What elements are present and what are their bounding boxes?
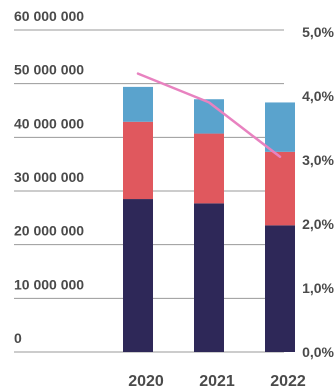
y2-tick-label-4: 4,0%: [302, 88, 334, 104]
right-axis-labels: 0,0% 1,0% 2,0% 3,0% 4,0% 5,0%: [302, 24, 334, 360]
bar-2021-segment-1: [194, 203, 224, 352]
y2-tick-label-1: 1,0%: [302, 280, 334, 296]
left-axis-labels: 0 10 000 000 20 000 000 30 000 000 40 000 00…: [14, 8, 84, 346]
bar-2021-segment-2: [194, 133, 224, 204]
y2-tick-label-5: 5,0%: [302, 24, 334, 40]
y-tick-label-4: 40 000 000: [14, 115, 84, 131]
bar-2021-segment-3: [194, 99, 224, 134]
y-tick-label-3: 30 000 000: [14, 169, 84, 185]
bar-2022-segment-3: [265, 102, 295, 152]
y-tick-label-6: 60 000 000: [14, 8, 84, 24]
rate-line-path: [136, 72, 282, 159]
y-tick-label-0: 0: [14, 330, 22, 346]
bar-2020-segment-2: [123, 121, 153, 200]
y-tick-label-2: 20 000 000: [14, 223, 84, 239]
rate-line: [136, 72, 282, 159]
x-axis-labels: 2020 2021 2022: [128, 373, 306, 390]
y2-tick-label-0: 0,0%: [302, 344, 334, 360]
bar-2020-segment-3: [123, 86, 153, 122]
y2-tick-label-3: 3,0%: [302, 152, 334, 168]
y-tick-label-1: 10 000 000: [14, 276, 84, 292]
y-tick-label-5: 50 000 000: [14, 62, 84, 78]
x-tick-label-2022: 2022: [270, 373, 306, 390]
bar-2020-segment-1: [123, 199, 153, 352]
bar-2022-segment-1: [265, 225, 295, 352]
x-tick-label-2020: 2020: [128, 373, 164, 390]
x-tick-label-2021: 2021: [199, 373, 235, 390]
bar-2022-segment-2: [265, 151, 295, 226]
y2-tick-label-2: 2,0%: [302, 216, 334, 232]
bars: [123, 86, 295, 352]
